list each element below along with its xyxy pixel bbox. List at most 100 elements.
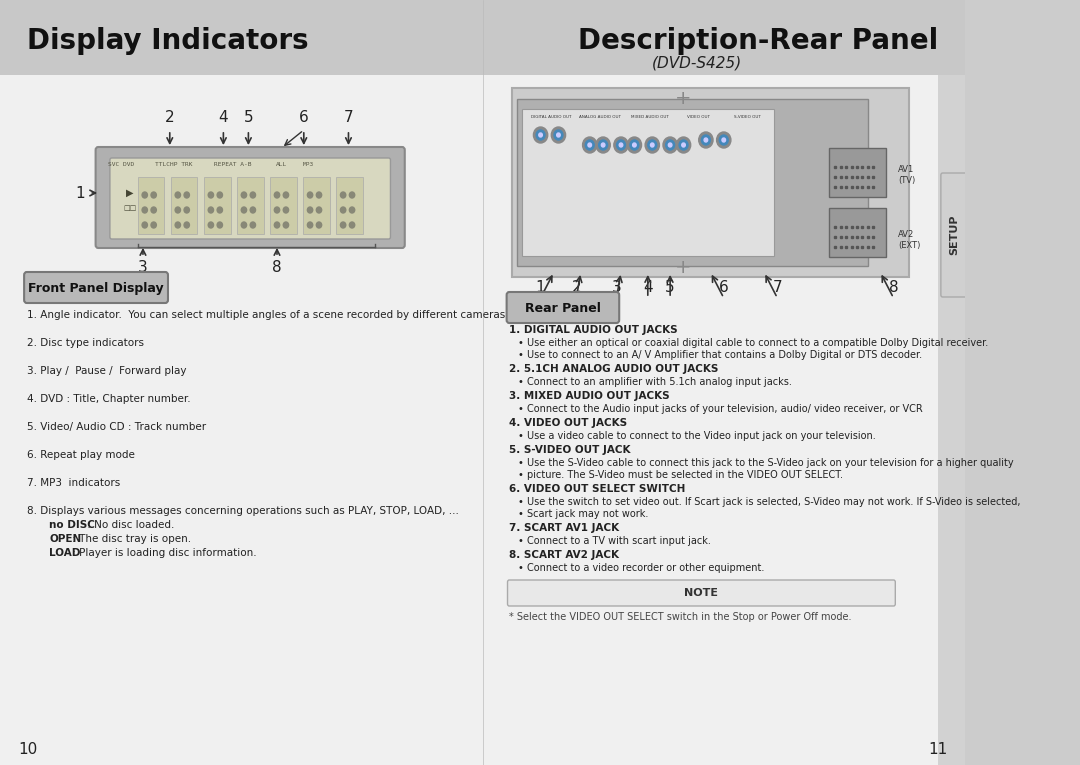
Text: 4: 4 (218, 110, 228, 125)
Circle shape (539, 133, 542, 137)
Circle shape (340, 207, 346, 213)
Text: VIDEO OUT: VIDEO OUT (687, 115, 711, 119)
Circle shape (241, 207, 246, 213)
Circle shape (676, 137, 691, 153)
Circle shape (596, 137, 610, 153)
Text: 2. Disc type indicators: 2. Disc type indicators (27, 338, 144, 348)
Text: 11: 11 (928, 742, 947, 757)
Circle shape (585, 140, 594, 150)
Circle shape (681, 143, 686, 147)
Circle shape (551, 127, 566, 143)
Circle shape (283, 222, 288, 228)
Text: TTLCHP TRK: TTLCHP TRK (156, 162, 193, 167)
Circle shape (665, 140, 675, 150)
Circle shape (340, 222, 346, 228)
Text: 4. VIDEO OUT JACKS: 4. VIDEO OUT JACKS (510, 418, 627, 428)
FancyBboxPatch shape (270, 177, 297, 234)
FancyBboxPatch shape (517, 99, 867, 266)
Circle shape (175, 207, 180, 213)
Text: □□: □□ (123, 205, 136, 211)
Circle shape (349, 207, 354, 213)
Circle shape (251, 222, 256, 228)
Text: 6: 6 (299, 110, 309, 125)
FancyBboxPatch shape (0, 25, 483, 765)
Text: 6. Repeat play mode: 6. Repeat play mode (27, 450, 135, 460)
Text: NOTE: NOTE (685, 588, 718, 598)
Circle shape (184, 222, 189, 228)
Circle shape (349, 192, 354, 198)
Circle shape (598, 140, 608, 150)
Text: 2: 2 (571, 280, 581, 295)
FancyBboxPatch shape (171, 177, 198, 234)
Text: 3: 3 (611, 280, 621, 295)
Text: 2: 2 (165, 110, 175, 125)
FancyBboxPatch shape (483, 25, 939, 765)
Text: • Connect to an amplifier with 5.1ch analog input jacks.: • Connect to an amplifier with 5.1ch ana… (518, 377, 792, 387)
Text: 8: 8 (272, 260, 282, 275)
Circle shape (217, 207, 222, 213)
Text: • Use a video cable to connect to the Video input jack on your television.: • Use a video cable to connect to the Vi… (518, 431, 876, 441)
Text: Rear Panel: Rear Panel (525, 301, 600, 314)
Text: S-VIDEO OUT: S-VIDEO OUT (734, 115, 761, 119)
Text: AV2
(EXT): AV2 (EXT) (897, 230, 920, 249)
Circle shape (184, 207, 189, 213)
Circle shape (283, 207, 288, 213)
Text: ANALOG AUDIO OUT: ANALOG AUDIO OUT (580, 115, 621, 119)
Circle shape (175, 222, 180, 228)
Text: SVC DVD: SVC DVD (108, 162, 134, 167)
Text: 3. MIXED AUDIO OUT JACKS: 3. MIXED AUDIO OUT JACKS (510, 391, 670, 401)
Circle shape (645, 137, 660, 153)
Text: 1: 1 (76, 185, 85, 200)
Text: • Use to connect to an A/ V Amplifier that contains a Dolby Digital or DTS decod: • Use to connect to an A/ V Amplifier th… (518, 350, 922, 360)
Circle shape (719, 135, 728, 145)
FancyBboxPatch shape (24, 272, 168, 303)
Text: 4: 4 (643, 280, 652, 295)
Circle shape (627, 137, 642, 153)
Circle shape (556, 133, 561, 137)
Text: 10: 10 (18, 742, 37, 757)
Circle shape (241, 192, 246, 198)
Text: 7. MP3  indicators: 7. MP3 indicators (27, 478, 120, 488)
Circle shape (143, 222, 148, 228)
Text: 8. SCART AV2 JACK: 8. SCART AV2 JACK (510, 550, 619, 560)
Circle shape (717, 132, 731, 148)
Text: ALL: ALL (275, 162, 287, 167)
Circle shape (536, 130, 545, 140)
FancyBboxPatch shape (137, 177, 164, 234)
Circle shape (602, 143, 605, 147)
Text: • Connect to a video recorder or other equipment.: • Connect to a video recorder or other e… (518, 563, 765, 573)
FancyBboxPatch shape (829, 208, 887, 257)
Circle shape (151, 222, 157, 228)
FancyBboxPatch shape (829, 148, 887, 197)
FancyBboxPatch shape (522, 109, 773, 256)
Circle shape (208, 222, 214, 228)
Circle shape (721, 138, 726, 142)
Circle shape (184, 192, 189, 198)
Text: 1. Angle indicator.  You can select multiple angles of a scene recorded by diffe: 1. Angle indicator. You can select multi… (27, 310, 509, 320)
Text: +: + (675, 89, 692, 108)
Circle shape (613, 137, 629, 153)
Text: (DVD-S425): (DVD-S425) (652, 55, 742, 70)
Text: 5. S-VIDEO OUT JACK: 5. S-VIDEO OUT JACK (510, 445, 631, 455)
Text: no DISC: no DISC (50, 520, 95, 530)
FancyBboxPatch shape (110, 158, 391, 239)
Circle shape (619, 143, 623, 147)
Text: 3: 3 (138, 260, 148, 275)
Circle shape (251, 207, 256, 213)
Text: REPEAT A-B: REPEAT A-B (214, 162, 251, 167)
Text: • Use the switch to set video out. If Scart jack is selected, S-Video may not wo: • Use the switch to set video out. If Sc… (518, 497, 1021, 507)
Text: • Connect to a TV with scart input jack.: • Connect to a TV with scart input jack. (518, 536, 711, 546)
Circle shape (633, 143, 636, 147)
Circle shape (151, 192, 157, 198)
Text: : No disc loaded.: : No disc loaded. (83, 520, 174, 530)
Text: 2. 5.1CH ANALOG AUDIO OUT JACKS: 2. 5.1CH ANALOG AUDIO OUT JACKS (510, 364, 718, 374)
Circle shape (340, 192, 346, 198)
Text: • Connect to the Audio input jacks of your television, audio/ video receiver, or: • Connect to the Audio input jacks of yo… (518, 404, 923, 414)
Circle shape (554, 130, 563, 140)
Circle shape (650, 143, 654, 147)
Text: Description-Rear Panel: Description-Rear Panel (578, 27, 939, 55)
Circle shape (217, 192, 222, 198)
Circle shape (582, 137, 597, 153)
FancyBboxPatch shape (512, 88, 908, 277)
Circle shape (679, 140, 688, 150)
